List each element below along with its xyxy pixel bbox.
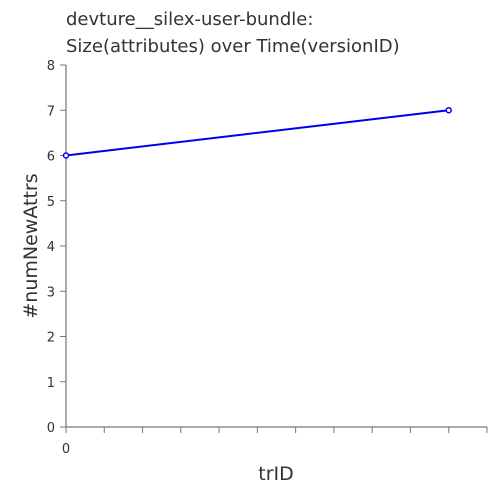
- x-axis-label: trID: [258, 463, 294, 485]
- y-tick-label: 6: [47, 150, 55, 165]
- y-tick-label: 5: [47, 195, 55, 210]
- chart-title-line-2: Size(attributes) over Time(versionID): [66, 36, 400, 57]
- chart-axes: [65, 65, 487, 428]
- series-line: [65, 109, 449, 157]
- data-point: [62, 152, 70, 159]
- y-tick-label: 1: [47, 376, 55, 391]
- y-tick-label: 4: [47, 240, 55, 255]
- x-axis-ticks: 0: [62, 427, 488, 457]
- chart-series: [62, 107, 452, 159]
- y-tick-label: 2: [47, 331, 55, 346]
- y-tick-label: 0: [47, 421, 55, 436]
- y-axis-label: #numNewAttrs: [20, 173, 42, 318]
- y-tick-label: 7: [47, 104, 55, 119]
- x-tick-label: 0: [62, 442, 70, 457]
- y-tick-label: 8: [47, 59, 55, 74]
- y-axis-ticks: 0 1 2 3 4 5 6 7 8: [47, 59, 66, 436]
- chart-title-line-1: devture__silex-user-bundle:: [66, 9, 313, 30]
- y-tick-label: 3: [47, 285, 55, 300]
- data-point: [445, 107, 452, 114]
